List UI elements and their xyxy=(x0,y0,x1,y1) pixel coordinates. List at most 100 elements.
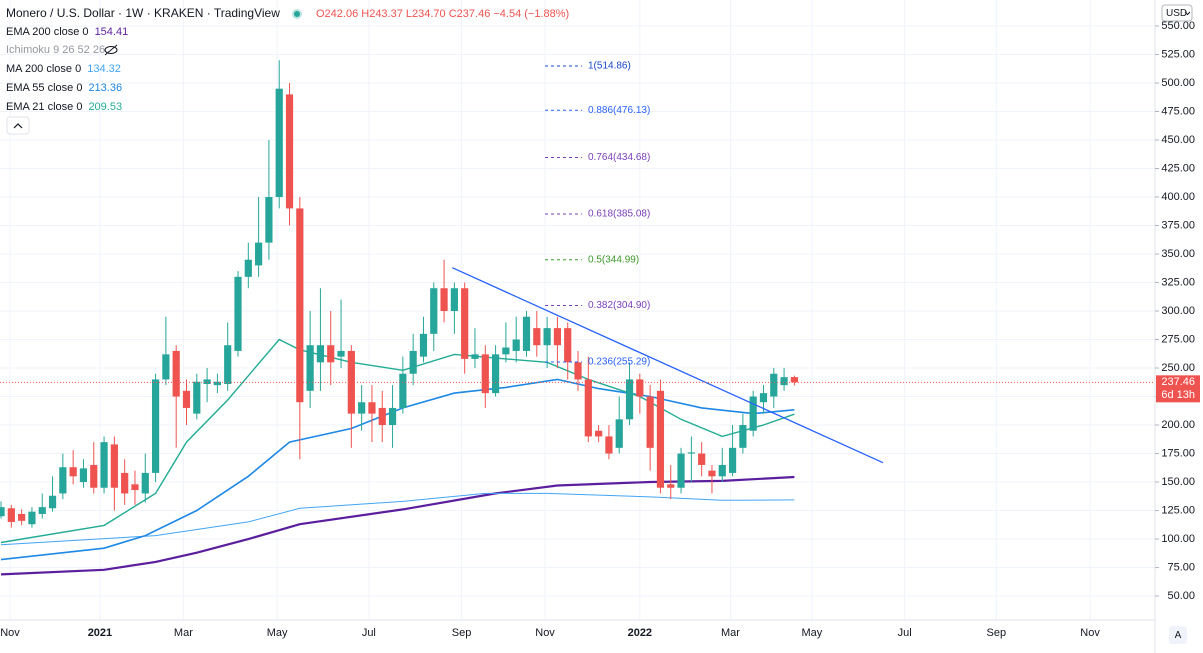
candle-body xyxy=(718,464,726,477)
candle-body xyxy=(522,316,531,351)
candle-body xyxy=(265,197,273,243)
candle-body xyxy=(193,381,201,414)
ohlc-text: O242.06 H243.37 L234.70 C237.46 −4.54 (−… xyxy=(316,8,569,20)
candle-body xyxy=(419,333,428,357)
candle-body xyxy=(79,468,88,483)
fib-label: 0.5(344.99) xyxy=(588,254,639,265)
x-tick-label: Nov xyxy=(0,627,20,639)
x-tick-label: May xyxy=(267,627,288,639)
candle-body xyxy=(296,208,304,403)
candle-body xyxy=(234,276,242,351)
candle-body xyxy=(491,354,500,394)
hide-icon[interactable] xyxy=(104,44,118,56)
candle-body xyxy=(646,396,654,448)
candle-body xyxy=(543,328,551,346)
candle-body xyxy=(368,402,376,414)
legend-value: 154.41 xyxy=(95,26,129,38)
collapse-button[interactable] xyxy=(6,116,30,135)
legend: EMA 200 close 0 154.41 MA 200 close 0 134.3… xyxy=(6,26,128,113)
candle-body xyxy=(698,453,706,465)
candle-body xyxy=(388,407,397,426)
x-tick-label: Mar xyxy=(174,627,193,639)
candle-body xyxy=(0,507,5,517)
y-tick-label: 475.00 xyxy=(1161,105,1195,117)
y-tick-label: 250.00 xyxy=(1161,362,1195,374)
legend-name: MA 200 close 0 xyxy=(6,63,81,75)
price-tag-label: 237.46 xyxy=(1161,376,1195,388)
candle-body xyxy=(409,350,417,374)
candle-body xyxy=(564,328,572,363)
candle-body xyxy=(182,390,191,408)
candle-body xyxy=(780,377,788,386)
candle-body xyxy=(306,345,314,391)
candle-body xyxy=(172,350,180,397)
candle-body xyxy=(749,396,757,431)
indicator-line xyxy=(0,378,795,561)
candle-body xyxy=(450,288,458,312)
y-tick-label: 500.00 xyxy=(1161,77,1195,89)
candle-body xyxy=(203,379,211,384)
grid xyxy=(0,0,1155,620)
x-tick-label: Nov xyxy=(535,627,555,639)
candle-body xyxy=(502,347,510,355)
candle-body xyxy=(316,345,325,363)
chart-title: Monero / U.S. Dollar · 1W · KRAKEN · Tra… xyxy=(6,6,280,20)
candle-body xyxy=(151,379,160,473)
y-tick-label: 75.00 xyxy=(1167,561,1195,573)
candle-body xyxy=(327,345,335,363)
auto-scale-label: A xyxy=(1175,630,1182,641)
fib-label: 0.236(255.29) xyxy=(588,357,650,368)
candle-body xyxy=(625,379,634,420)
ichimoku-label: Ichimoku 9 26 52 26 xyxy=(6,44,105,56)
x-tick-label: Sep xyxy=(987,627,1007,639)
x-tick-label: Jul xyxy=(898,627,912,639)
fib-label: 0.764(434.68) xyxy=(588,152,650,163)
candle-body xyxy=(512,339,520,351)
candle-body xyxy=(615,419,623,448)
candle-body xyxy=(244,259,252,277)
countdown-label: 6d 13h xyxy=(1161,389,1195,401)
fib-label: 0.382(304.90) xyxy=(588,300,650,311)
candle-body xyxy=(708,470,716,477)
candle-body xyxy=(358,402,366,414)
y-tick-label: 350.00 xyxy=(1161,248,1195,260)
currency-selector[interactable]: USD xyxy=(1161,4,1193,22)
candle-body xyxy=(667,484,675,488)
fib-label: 1(514.86) xyxy=(588,61,631,72)
candle-body xyxy=(141,472,149,494)
legend-name: EMA 21 close 0 xyxy=(6,101,82,113)
y-tick-label: 400.00 xyxy=(1161,191,1195,203)
candle-body xyxy=(337,350,345,357)
candle-body xyxy=(481,354,489,394)
candle-body xyxy=(255,242,263,266)
candle-body xyxy=(28,511,36,525)
candle-body xyxy=(430,288,438,334)
plot: 1(514.86) 0.886(476.13) 0.764(434.68) 0.618… xyxy=(0,60,1155,576)
candle-body xyxy=(471,354,479,359)
indicator-line xyxy=(0,338,795,544)
candle-body xyxy=(378,407,386,426)
x-tick-label: Sep xyxy=(452,627,472,639)
axes: 50.00 75.00 100.00 125.00 150.00 175.00 200.00… xyxy=(0,20,1200,639)
candle-body xyxy=(636,379,644,397)
candle-body xyxy=(48,495,57,509)
auto-scale-button[interactable]: A xyxy=(1169,626,1187,644)
candle-body xyxy=(790,377,798,383)
candle-body xyxy=(7,508,15,522)
candle-body xyxy=(285,94,294,209)
x-tick-label: 2021 xyxy=(88,627,112,639)
legend-value: 213.36 xyxy=(88,82,122,94)
candle-body xyxy=(739,425,747,448)
fib-label: 0.886(476.13) xyxy=(588,105,650,116)
legend-name: EMA 55 close 0 xyxy=(6,82,82,94)
y-tick-label: 150.00 xyxy=(1161,476,1195,488)
y-tick-label: 425.00 xyxy=(1161,162,1195,174)
y-tick-label: 100.00 xyxy=(1161,533,1195,545)
legend-value: 209.53 xyxy=(88,101,122,113)
candle-body xyxy=(110,444,118,488)
legend-name: EMA 200 close 0 xyxy=(6,26,89,38)
y-tick-label: 450.00 xyxy=(1161,134,1195,146)
candle-body xyxy=(677,453,685,488)
